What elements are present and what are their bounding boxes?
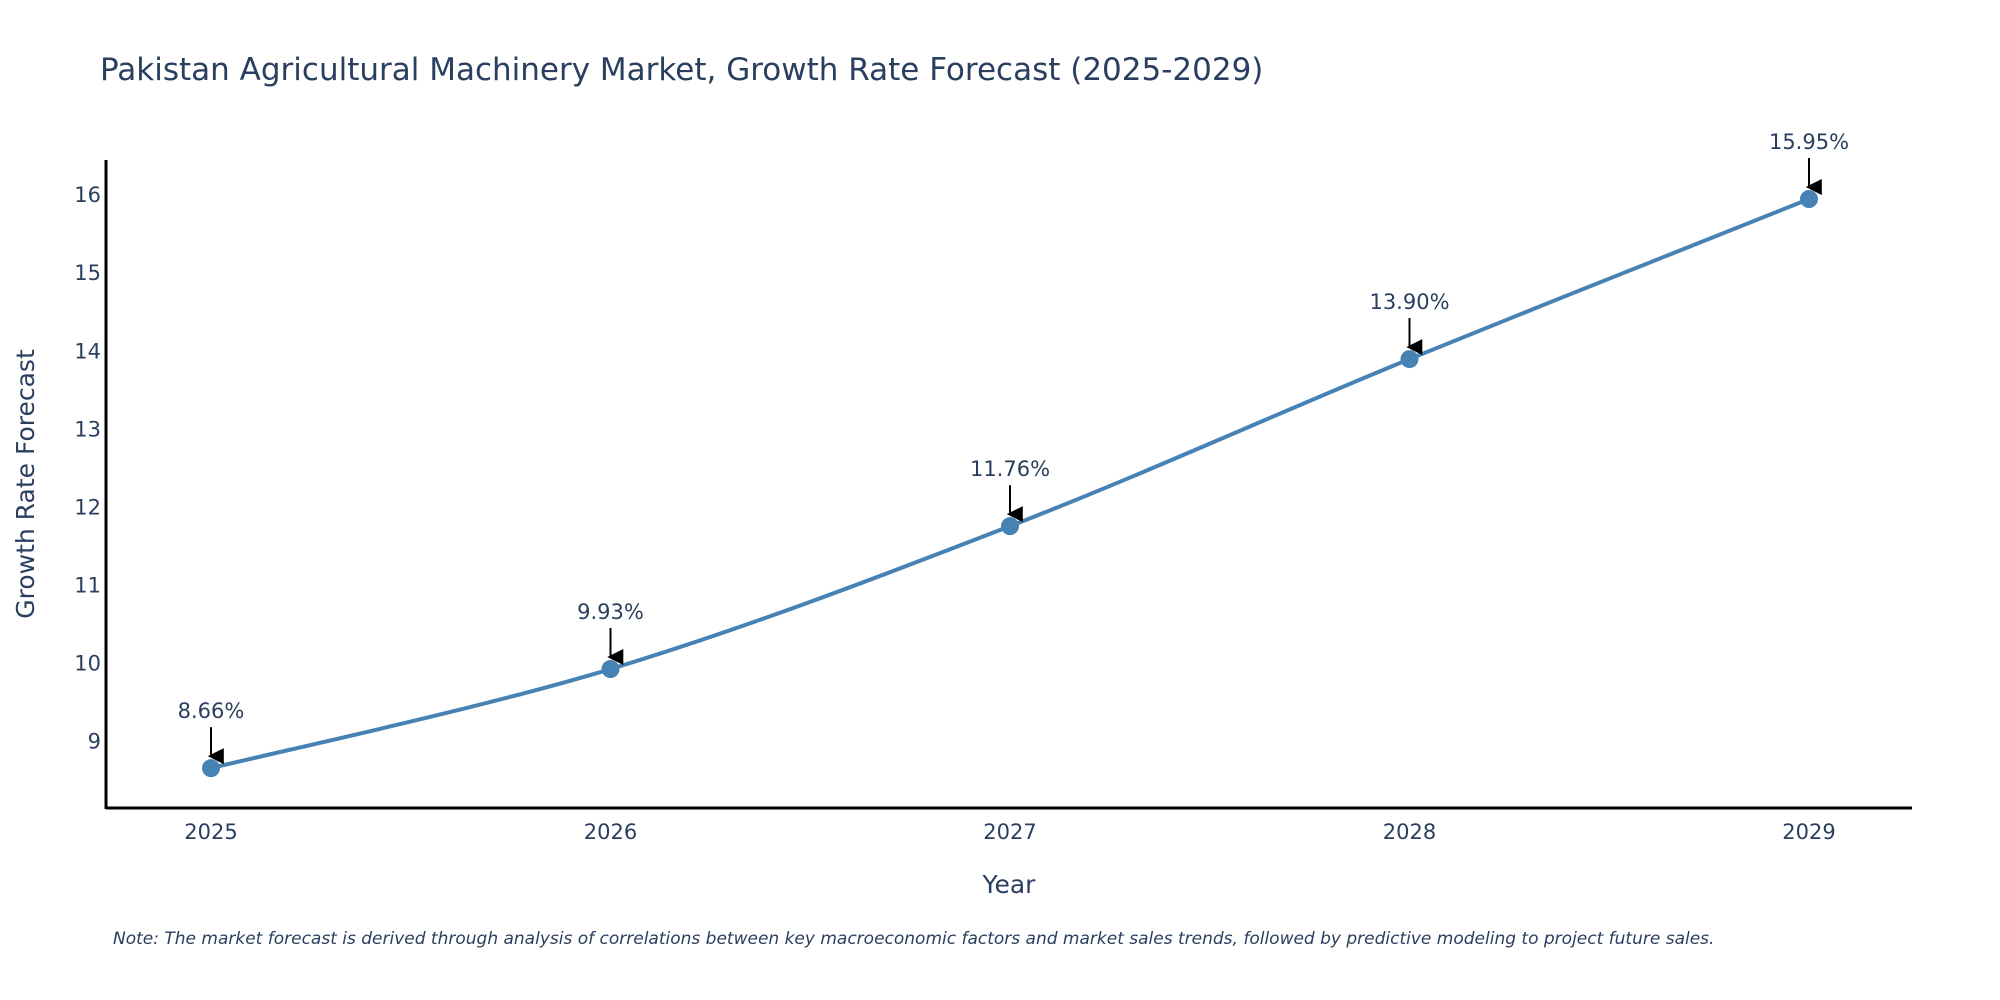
data-point — [202, 759, 220, 778]
x-axis-title: Year — [982, 870, 1037, 899]
data-point — [1800, 190, 1818, 209]
data-point — [1001, 517, 1019, 536]
y-axis-ticks: 9 10 11 12 13 14 15 16 — [74, 183, 101, 754]
y-tick-label: 12 — [74, 495, 101, 519]
x-tick-label: 2028 — [1383, 820, 1436, 844]
y-tick-label: 15 — [74, 261, 101, 285]
y-tick-label: 13 — [74, 417, 101, 441]
y-axis-title: Growth Rate Forecast — [11, 349, 40, 619]
x-axis-ticks: 2025 2026 2027 2028 2029 — [184, 820, 1835, 844]
x-tick-label: 2025 — [184, 820, 237, 844]
data-point — [601, 660, 620, 679]
data-label: 9.93% — [577, 600, 644, 624]
data-label: 15.95% — [1769, 130, 1849, 154]
y-tick-label: 16 — [74, 183, 101, 207]
data-label: 8.66% — [178, 699, 245, 723]
y-tick-label: 9 — [88, 730, 101, 754]
y-tick-label: 11 — [74, 573, 101, 597]
series-line — [210, 197, 1810, 771]
chart-title: Pakistan Agricultural Machinery Market, … — [100, 52, 1263, 88]
x-tick-label: 2026 — [584, 820, 637, 844]
series-data-labels: 8.66% 9.93% 11.76% 13.90% 15.95% — [178, 130, 1849, 765]
data-label: 13.90% — [1369, 290, 1449, 314]
y-tick-label: 10 — [74, 652, 101, 676]
x-tick-label: 2027 — [983, 820, 1036, 844]
data-point — [1400, 350, 1419, 369]
chart-note: Note: The market forecast is derived thr… — [113, 929, 1714, 949]
series-points — [202, 190, 1818, 778]
y-tick-label: 14 — [74, 339, 101, 363]
data-label: 11.76% — [970, 457, 1050, 481]
x-tick-label: 2029 — [1782, 820, 1835, 844]
